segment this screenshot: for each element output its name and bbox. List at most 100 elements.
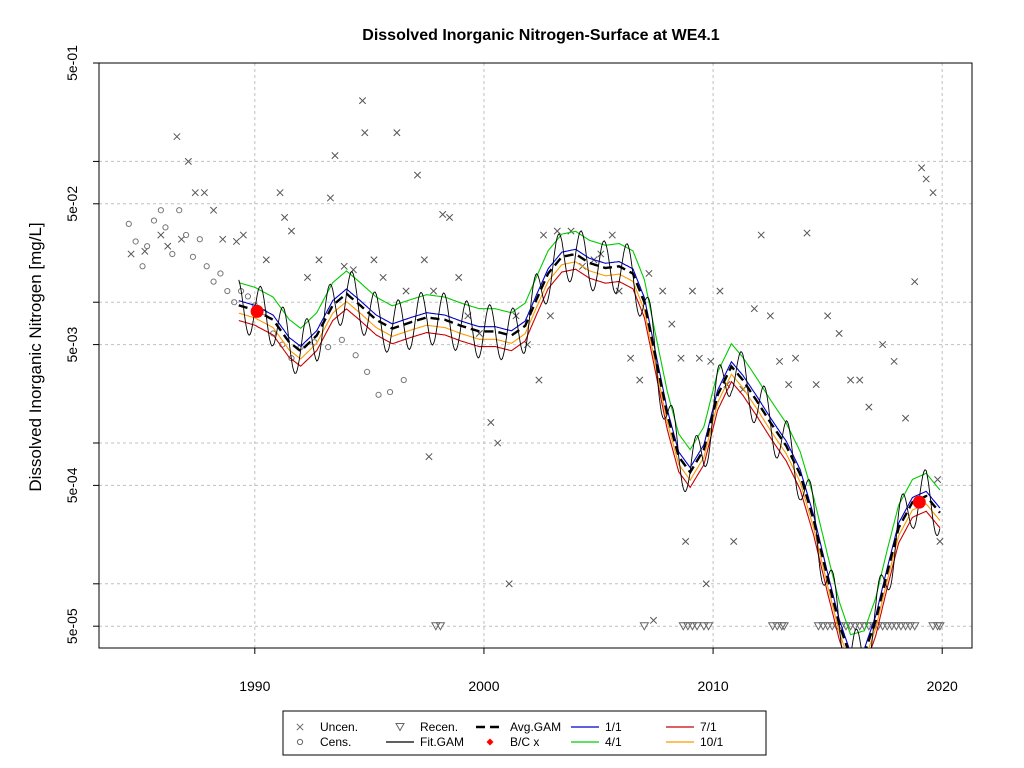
- recensored-point: [928, 622, 938, 631]
- uncensored-point: [615, 287, 623, 295]
- legend-box: [282, 710, 767, 756]
- uncensored-point: [276, 189, 284, 197]
- recensored-point: [909, 622, 920, 631]
- chart-title: Dissolved Inorganic Nitrogen-Surface at …: [362, 27, 720, 44]
- lines-layer: [238, 230, 941, 648]
- uncensored-point: [200, 189, 208, 197]
- recensored-point: [822, 622, 833, 631]
- legend-label: Recen.: [420, 720, 458, 734]
- recensored-point: [864, 622, 874, 631]
- x-tick-label: 1990: [239, 678, 270, 694]
- uncensored-point: [358, 97, 367, 105]
- censored-point: [150, 217, 158, 224]
- censored-point: [132, 238, 139, 245]
- legend-label: 4/1: [605, 735, 622, 749]
- uncensored-point: [326, 194, 334, 202]
- uncensored-point: [370, 256, 378, 264]
- uncensored-point: [688, 287, 697, 295]
- uncensored-point: [766, 312, 774, 320]
- uncensored-point: [730, 537, 738, 545]
- uncensored-point: [379, 273, 387, 281]
- uncensored-point: [505, 580, 513, 588]
- uncensored-point: [546, 312, 554, 320]
- uncensored-point: [177, 235, 186, 243]
- uncensored-point: [911, 278, 919, 286]
- y-tick-label: 5e-05: [64, 608, 80, 644]
- uncensored-point: [659, 287, 667, 295]
- uncensored-point: [157, 231, 165, 239]
- uncensored-point: [856, 376, 864, 384]
- recensored-point: [683, 622, 693, 631]
- uncensored-point: [331, 152, 339, 160]
- uncensored-point: [539, 231, 548, 239]
- uncensored-point: [455, 273, 463, 281]
- censored-point: [217, 270, 224, 277]
- legend-circle-icon: [296, 738, 304, 746]
- censored-point: [196, 236, 203, 243]
- uncensored-point: [567, 227, 575, 235]
- recensored-point: [430, 622, 441, 631]
- uncensored-point: [413, 171, 422, 179]
- uncensored-point: [487, 418, 495, 426]
- uncensored-point: [219, 235, 227, 243]
- censored-point: [139, 263, 146, 270]
- uncensored-point: [934, 476, 942, 484]
- censored-point: [210, 278, 217, 285]
- uncensored-point: [922, 175, 930, 183]
- uncensored-point: [425, 453, 433, 461]
- censored-point: [338, 336, 345, 343]
- x-tick-label: 2020: [927, 678, 958, 694]
- y-tick-label: 5e-01: [64, 45, 80, 81]
- recensored-point: [877, 622, 888, 631]
- censored-point: [125, 220, 132, 227]
- censored-point: [231, 299, 238, 306]
- uncensored-point: [890, 357, 898, 365]
- y-axis-label: Dissolved Inorganic Nitrogen [mg/L]: [26, 222, 45, 491]
- uncensored-point: [429, 287, 438, 295]
- recensored-point: [692, 622, 702, 631]
- uncensored-point: [645, 269, 653, 278]
- y-axis: 5e-05 5e-04 5e-03 5e-02 5e-01: [64, 45, 99, 644]
- uncensored-point: [439, 210, 447, 219]
- uncensored-point: [446, 213, 454, 221]
- uncensored-point: [803, 229, 811, 237]
- legend-dot-icon: [486, 738, 494, 746]
- recensored-point: [767, 622, 778, 631]
- recensored-point: [779, 622, 789, 631]
- recensored-point: [891, 622, 902, 631]
- uncensored-point: [184, 157, 192, 165]
- uncensored-point: [636, 376, 644, 384]
- censored-point: [244, 293, 252, 300]
- censored-point: [162, 224, 169, 231]
- plot-frame: [98, 62, 973, 649]
- uncensored-point: [682, 537, 690, 545]
- recensored-point: [905, 622, 915, 631]
- x-tick-label: 2000: [468, 678, 499, 694]
- uncensored-point: [785, 381, 793, 389]
- uncensored-point: [315, 256, 323, 264]
- recensored-point: [850, 622, 861, 631]
- uncensored-point: [127, 250, 135, 258]
- uncensored-point: [936, 537, 944, 545]
- legend-triangle-icon: [395, 723, 405, 732]
- uncensored-point: [812, 381, 820, 389]
- uncensored-point: [792, 354, 800, 362]
- x-axis: 1990 2000 2010 2020: [239, 648, 958, 694]
- uncensored-point: [281, 213, 289, 221]
- bc-layer: [250, 304, 926, 509]
- censored-point: [189, 253, 197, 260]
- recensored-point: [699, 622, 709, 631]
- censored-point: [224, 287, 231, 295]
- recensored-point: [813, 622, 824, 631]
- recensored-point: [687, 622, 698, 631]
- recensored-point: [772, 622, 783, 631]
- recensored-point: [900, 622, 911, 631]
- censored-point: [182, 231, 190, 239]
- uncensored-point: [164, 242, 172, 250]
- uncensored-point: [918, 164, 926, 172]
- uncensored-point: [340, 262, 348, 270]
- uncensored-point: [716, 287, 724, 295]
- legend-label: Uncen.: [320, 720, 358, 734]
